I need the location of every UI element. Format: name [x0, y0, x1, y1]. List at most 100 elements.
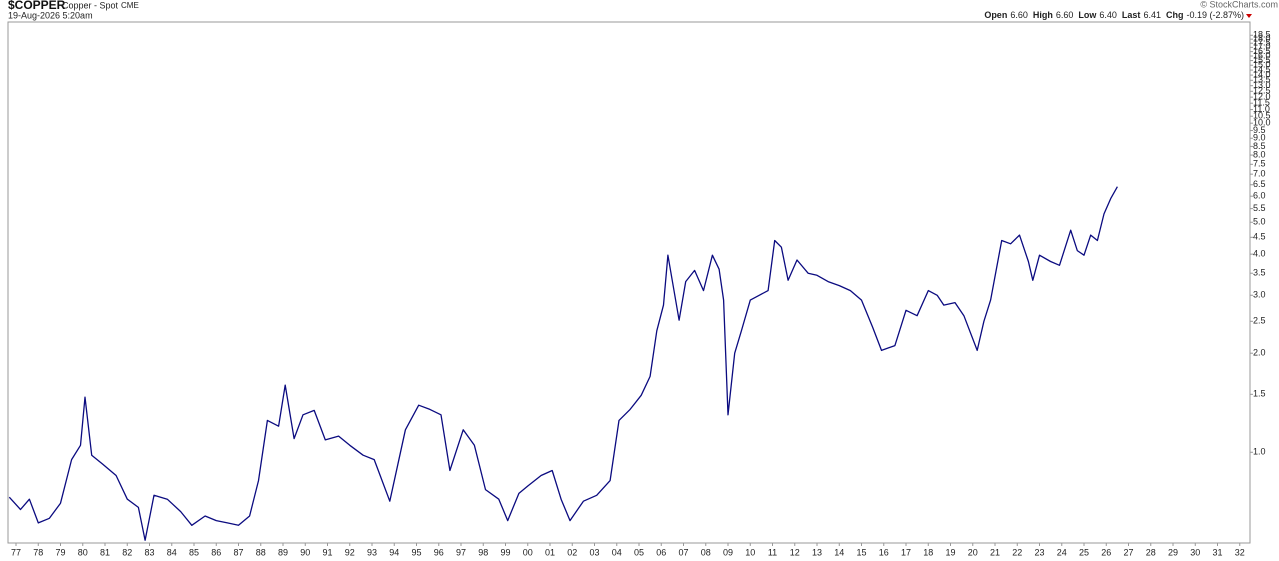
date: 19-Aug-2026 5:20am	[8, 10, 93, 20]
x-tick-label: 98	[478, 547, 488, 557]
credit: © StockCharts.com	[1200, 0, 1278, 9]
quote-label: Low	[1078, 10, 1097, 20]
y-tick-label: 9.0	[1253, 133, 1266, 143]
y-tick-label: 12.5	[1253, 86, 1271, 96]
y-tick-label: 10.0	[1253, 118, 1271, 128]
quote-value: 6.60	[1056, 10, 1074, 20]
x-tick-label: 13	[812, 547, 822, 557]
x-tick-label: 30	[1190, 547, 1200, 557]
y-tick-label: 5.5	[1253, 203, 1266, 213]
x-tick-label: 19	[946, 547, 956, 557]
x-tick-label: 95	[412, 547, 422, 557]
x-tick-label: 09	[723, 547, 733, 557]
y-tick-label: 8.5	[1253, 141, 1266, 151]
y-tick-label: 4.5	[1253, 232, 1266, 242]
x-tick-label: 02	[567, 547, 577, 557]
y-tick-label: 4.0	[1253, 249, 1266, 259]
quote-label: High	[1033, 10, 1053, 20]
x-tick-label: 90	[300, 547, 310, 557]
x-tick-label: 15	[857, 547, 867, 557]
x-tick-label: 21	[990, 547, 1000, 557]
y-tick-label: 10.5	[1253, 111, 1271, 121]
y-tick-label: 11.5	[1253, 98, 1270, 108]
y-tick-label: 9.5	[1253, 125, 1266, 135]
x-tick-label: 82	[122, 547, 132, 557]
x-tick-label: 26	[1101, 547, 1111, 557]
x-tick-label: 22	[1012, 547, 1022, 557]
y-tick-label: 6.0	[1253, 191, 1266, 201]
x-tick-label: 99	[501, 547, 511, 557]
quote-value: 6.60	[1010, 10, 1028, 20]
quote: Open 6.60 High 6.60 Low 6.40 Last 6.41 Chg -0.19 …	[984, 10, 1244, 20]
x-tick-label: 81	[100, 547, 110, 557]
x-tick-label: 32	[1235, 547, 1245, 557]
y-tick-label: 2.0	[1253, 348, 1266, 358]
x-tick-label: 01	[545, 547, 555, 557]
quote-value: 6.40	[1099, 10, 1117, 20]
y-tick-label: 1.5	[1253, 389, 1266, 399]
y-tick-label: 18.0	[1253, 34, 1271, 44]
y-tick-label: 7.0	[1253, 169, 1266, 179]
y-tick-label: 7.5	[1253, 159, 1266, 169]
y-tick-label: 8.0	[1253, 149, 1266, 159]
chart-title: $COPPER	[8, 0, 66, 12]
x-tick-label: 20	[968, 547, 978, 557]
x-tick-label: 89	[278, 547, 288, 557]
quote-value: 6.41	[1143, 10, 1161, 20]
x-tick-label: 92	[345, 547, 355, 557]
quote-label: Chg	[1166, 10, 1184, 20]
y-tick-label: 13.0	[1253, 80, 1271, 90]
y-tick-label: 6.5	[1253, 179, 1266, 189]
x-tick-label: 77	[11, 547, 21, 557]
x-tick-label: 10	[745, 547, 755, 557]
x-tick-label: 04	[612, 547, 622, 557]
x-tick-label: 85	[189, 547, 199, 557]
x-tick-label: 84	[167, 547, 177, 557]
y-tick-label: 3.5	[1253, 268, 1266, 278]
y-tick-label: 17.0	[1253, 42, 1271, 52]
quote-text: Open 6.60 High 6.60 Low 6.40 Last 6.41 Chg -0.19 …	[984, 10, 1244, 20]
chart-subtitle: Copper - Spot	[62, 0, 119, 10]
x-tick-label: 31	[1213, 547, 1223, 557]
y-tick-label: 5.0	[1253, 217, 1266, 227]
quote-label: Open	[984, 10, 1007, 20]
x-tick-label: 78	[33, 547, 43, 557]
y-tick-label: 18.5	[1253, 30, 1271, 40]
x-tick-label: 86	[211, 547, 221, 557]
x-tick-label: 79	[56, 547, 66, 557]
x-tick-label: 97	[456, 547, 466, 557]
x-tick-label: 00	[523, 547, 533, 557]
y-tick-label: 2.5	[1253, 316, 1266, 326]
plot-frame	[7, 21, 1251, 544]
x-tick-label: 24	[1057, 547, 1067, 557]
x-tick-label: 93	[367, 547, 377, 557]
x-tick-label: 08	[701, 547, 711, 557]
x-tick-label: 25	[1079, 547, 1089, 557]
quote-label: Last	[1122, 10, 1141, 20]
x-tick-label: 27	[1124, 547, 1134, 557]
x-tick-label: 88	[256, 547, 266, 557]
x-tick-label: 06	[656, 547, 666, 557]
y-tick-label: 16.5	[1253, 46, 1271, 56]
x-tick-label: 12	[790, 547, 800, 557]
x-tick-label: 91	[323, 547, 333, 557]
down-arrow	[1246, 14, 1252, 18]
y-tick-label: 1.0	[1253, 447, 1266, 457]
x-tick-label: 03	[590, 547, 600, 557]
exchange: CME	[121, 1, 139, 10]
quote-value: -0.19 (-2.87%)	[1186, 10, 1244, 20]
y-tick-label: 13.5	[1253, 75, 1271, 85]
y-tick-label: 15.5	[1253, 55, 1271, 65]
x-tick-label: 16	[879, 547, 889, 557]
y-tick-label: 17.5	[1253, 38, 1271, 48]
x-tick-label: 23	[1035, 547, 1045, 557]
x-tick-label: 96	[434, 547, 444, 557]
x-tick-label: 05	[634, 547, 644, 557]
x-tick-label: 11	[768, 547, 777, 557]
x-tick-label: 94	[389, 547, 399, 557]
y-tick-label: 16.0	[1253, 50, 1271, 60]
y-tick-label: 11.0	[1253, 104, 1270, 114]
x-tick-label: 17	[901, 547, 911, 557]
